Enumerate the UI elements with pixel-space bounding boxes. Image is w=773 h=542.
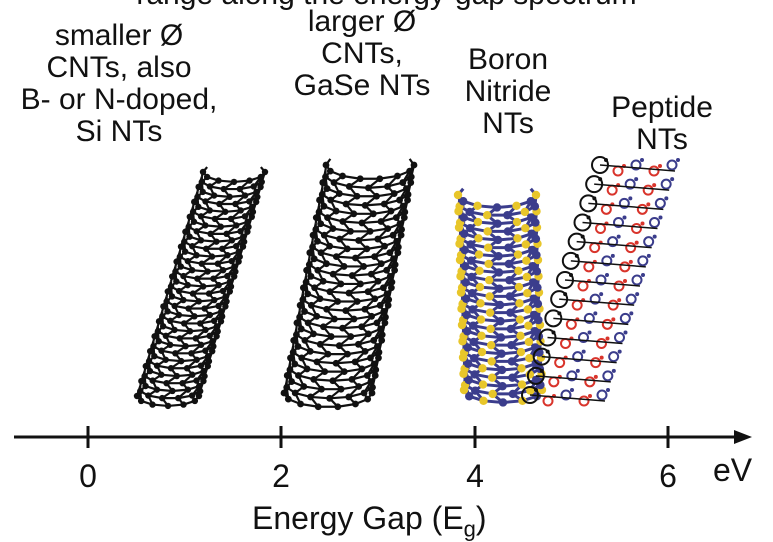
boron-nitride-nanotube [453, 187, 547, 407]
label-small-cnt: smaller Ø CNTs, also B- or N-doped, Si N… [14, 20, 224, 148]
label-peptide: Peptide NTs [592, 92, 732, 156]
axis-title-close: ) [475, 500, 487, 536]
energy-axis [14, 426, 752, 448]
label-small-cnt-line-3: B- or N-doped, [20, 83, 218, 116]
label-boron-nitride-line-2: Nitride [464, 75, 552, 108]
label-peptide-line-1: Peptide [611, 91, 713, 124]
label-large-cnt-line-3: GaSe NTs [293, 69, 431, 102]
peptide-nanotube [521, 156, 680, 407]
axis-title-text: Energy Gap (E [252, 500, 464, 536]
label-small-cnt-line-1: smaller Ø [54, 19, 184, 52]
label-boron-nitride: Boron Nitride NTs [446, 44, 570, 140]
label-large-cnt: larger Ø CNTs, GaSe NTs [262, 6, 462, 102]
partial-top-text-content: range along the energy-gap spectrum [136, 0, 636, 12]
tick-label-2: 2 [272, 458, 290, 494]
tick-label-0: 0 [79, 458, 97, 494]
tick-label-6: 6 [659, 458, 677, 494]
label-boron-nitride-line-3: NTs [482, 107, 534, 140]
tick-label-4: 4 [466, 458, 484, 494]
large-cnt-nanotube [280, 158, 418, 411]
label-boron-nitride-line-1: Boron [467, 43, 549, 76]
axis-title-subscript: g [463, 516, 476, 542]
axis-title: Energy Gap (Eg) [252, 500, 487, 542]
label-large-cnt-line-2: CNTs, [321, 37, 403, 70]
label-small-cnt-line-2: CNTs, also [46, 51, 192, 84]
partial-top-text: range along the energy-gap spectrum [0, 0, 773, 14]
axis-arrowhead [734, 430, 752, 444]
small-cnt-nanotube [133, 166, 269, 410]
axis-unit: eV [713, 452, 753, 488]
label-small-cnt-line-4: Si NTs [75, 115, 163, 148]
label-peptide-line-2: NTs [636, 123, 688, 156]
label-large-cnt-line-1: larger Ø [307, 5, 417, 38]
